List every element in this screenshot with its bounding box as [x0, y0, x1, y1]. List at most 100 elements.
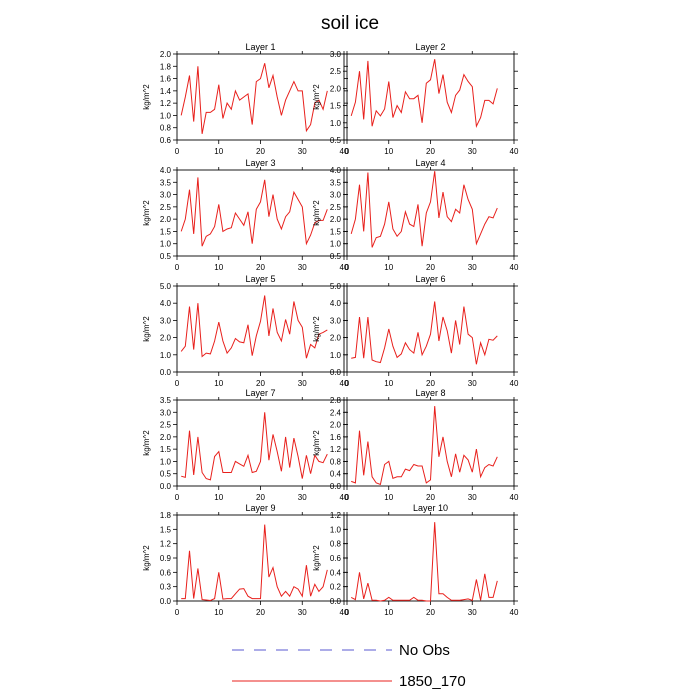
layer-2-xtick-label-20: 20 [426, 147, 435, 156]
layer-4-xtick-label-40: 40 [510, 263, 519, 272]
layer-7-xtick-label-20: 20 [256, 493, 265, 502]
layer-2-ytick-label-2-0: 2.0 [330, 84, 342, 93]
layer-8-xtick-label-0: 0 [345, 493, 350, 502]
layer-1-ytick-label-1-2: 1.2 [160, 99, 172, 108]
layer-7-xtick-label-10: 10 [214, 493, 223, 502]
layer-3-ytick-label-2-0: 2.0 [160, 215, 172, 224]
layer-9-series-line [181, 524, 328, 602]
layer-8-xtick-label-20: 20 [426, 493, 435, 502]
layer-7-ytick-label-2-0: 2.0 [160, 433, 172, 442]
layer-1-ytick-label-1-8: 1.8 [160, 62, 172, 71]
layer-7-xtick-label-30: 30 [298, 493, 307, 502]
layer-10-xtick-label-20: 20 [426, 608, 435, 617]
layer-5-ylabel: kg/m^2 [142, 316, 151, 342]
layer-1-title: Layer 1 [245, 42, 275, 52]
layer-1-ytick-label-0-8: 0.8 [160, 124, 172, 133]
panel-layer-3: Layer 3 0.5 1.0 1.5 2.0 2.5 3.0 3.5 4.0 0 10 20 30 40… [142, 158, 349, 272]
layer-1-xtick-label-40: 40 [340, 147, 349, 156]
layer-9-xtick-label-10: 10 [214, 608, 223, 617]
layer-7-ytick-label-3-5: 3.5 [160, 396, 172, 405]
panel-layer-1: Layer 1 0.6 0.8 1.0 1.2 1.4 1.6 1.8 2.0 0 10 20 30 40… [142, 42, 349, 156]
layer-10-title: Layer 10 [413, 503, 448, 513]
layer-7-ylabel: kg/m^2 [142, 430, 151, 456]
layer-6-xtick-label-20: 20 [426, 379, 435, 388]
layer-7-ytick-label-3-0: 3.0 [160, 408, 172, 417]
layer-7-ytick-label-0-5: 0.5 [160, 470, 172, 479]
layer-10-ytick-label-0-8: 0.8 [330, 540, 342, 549]
layer-8-ytick-label-0-0: 0.0 [330, 482, 342, 491]
layer-9-ytick-label-1-2: 1.2 [160, 540, 172, 549]
layer-2-xtick-label-40: 40 [510, 147, 519, 156]
layer-1-ytick-label-1-6: 1.6 [160, 75, 172, 84]
layer-7-xtick-label-0: 0 [175, 493, 180, 502]
layer-3-ytick-label-4-0: 4.0 [160, 166, 172, 175]
layer-5-xtick-label-30: 30 [298, 379, 307, 388]
layer-5-xtick-label-40: 40 [340, 379, 349, 388]
layer-1-ylabel: kg/m^2 [142, 84, 151, 110]
panel-layer-2: Layer 2 0.5 1.0 1.5 2.0 2.5 3.0 0 10 20 30 40 kg/m^2 [312, 42, 519, 156]
layer-9-ylabel: kg/m^2 [142, 545, 151, 571]
layer-4-xtick-label-30: 30 [468, 263, 477, 272]
layer-3-ytick-label-3-5: 3.5 [160, 178, 172, 187]
layer-8-xtick-label-40: 40 [510, 493, 519, 502]
layer-8-ytick-label-0-4: 0.4 [330, 470, 342, 479]
layer-8-ytick-label-2-8: 2.8 [330, 396, 342, 405]
layer-10-ytick-label-0-4: 0.4 [330, 568, 342, 577]
layer-6-xtick-label-40: 40 [510, 379, 519, 388]
layer-9-ytick-label-0-9: 0.9 [160, 554, 172, 563]
layer-3-xtick-label-20: 20 [256, 263, 265, 272]
layer-3-ytick-label-3-0: 3.0 [160, 191, 172, 200]
layer-3-xtick-label-0: 0 [175, 263, 180, 272]
layer-1-ytick-label-1-0: 1.0 [160, 111, 172, 120]
layer-1-ytick-label-0-6: 0.6 [160, 136, 172, 145]
layer-6-ytick-label-4-0: 4.0 [330, 299, 342, 308]
layer-3-title: Layer 3 [245, 158, 275, 168]
layer-1-ytick-label-1-4: 1.4 [160, 87, 172, 96]
panels-grid: Layer 1 0.6 0.8 1.0 1.2 1.4 1.6 1.8 2.0 0 10 20 30 40… [142, 42, 519, 617]
layer-5-xtick-label-20: 20 [256, 379, 265, 388]
layer-4-ytick-label-2-0: 2.0 [330, 215, 342, 224]
layer-6-ytick-label-2-0: 2.0 [330, 334, 342, 343]
layer-5-ytick-label-2-0: 2.0 [160, 334, 172, 343]
layer-6-title: Layer 6 [415, 274, 445, 284]
layer-3-ytick-label-2-5: 2.5 [160, 203, 172, 212]
layer-10-ylabel: kg/m^2 [312, 545, 321, 571]
panel-layer-5: Layer 5 0.0 1.0 2.0 3.0 4.0 5.0 0 10 20 30 40 kg/m^2 [142, 274, 349, 388]
layer-4-ytick-label-4-0: 4.0 [330, 166, 342, 175]
layer-1-ytick-label-2-0: 2.0 [160, 50, 172, 59]
layer-6-xtick-label-10: 10 [384, 379, 393, 388]
legend: No Obs 1850_170 [232, 642, 466, 690]
layer-1-series-line [180, 63, 328, 134]
layer-5-title: Layer 5 [245, 274, 275, 284]
layer-6-xtick-label-30: 30 [468, 379, 477, 388]
layer-8-ylabel: kg/m^2 [312, 430, 321, 456]
panel-layer-6: Layer 6 0.0 1.0 2.0 3.0 4.0 5.0 0 10 20 30 40 kg/m^2 [312, 274, 519, 388]
layer-9-ytick-label-0-3: 0.3 [160, 583, 172, 592]
layer-6-xtick-label-0: 0 [345, 379, 350, 388]
layer-3-ylabel: kg/m^2 [142, 200, 151, 226]
layer-8-ytick-label-2-4: 2.4 [330, 408, 342, 417]
layer-6-ytick-label-1-0: 1.0 [330, 351, 342, 360]
layer-9-ytick-label-1-5: 1.5 [160, 525, 172, 534]
layer-7-ytick-label-2-5: 2.5 [160, 421, 172, 430]
legend-no-obs-label: No Obs [399, 642, 450, 659]
layer-2-ytick-label-1-5: 1.5 [330, 102, 342, 111]
layer-8-title: Layer 8 [415, 388, 445, 398]
layer-4-ytick-label-3-0: 3.0 [330, 191, 342, 200]
layer-5-xtick-label-0: 0 [175, 379, 180, 388]
layer-3-ytick-label-1-0: 1.0 [160, 240, 172, 249]
layer-10-xtick-label-40: 40 [510, 608, 519, 617]
legend-1850-170-label: 1850_170 [399, 673, 466, 690]
layer-10-xtick-label-10: 10 [384, 608, 393, 617]
layer-7-series-line [181, 412, 328, 481]
panel-layer-10: Layer 10 0.0 0.2 0.4 0.6 0.8 1.0 1.2 0 10 20 30 40 kg… [312, 503, 519, 617]
layer-9-ytick-label-0-0: 0.0 [160, 597, 172, 606]
layer-1-xtick-label-10: 10 [214, 147, 223, 156]
layer-5-ytick-label-4-0: 4.0 [160, 299, 172, 308]
layer-4-ytick-label-3-5: 3.5 [330, 178, 342, 187]
layer-10-xtick-label-30: 30 [468, 608, 477, 617]
layer-4-series-line [350, 171, 498, 248]
layer-6-ytick-label-0-0: 0.0 [330, 368, 342, 377]
layer-3-xtick-label-10: 10 [214, 263, 223, 272]
layer-8-ytick-label-1-6: 1.6 [330, 433, 342, 442]
